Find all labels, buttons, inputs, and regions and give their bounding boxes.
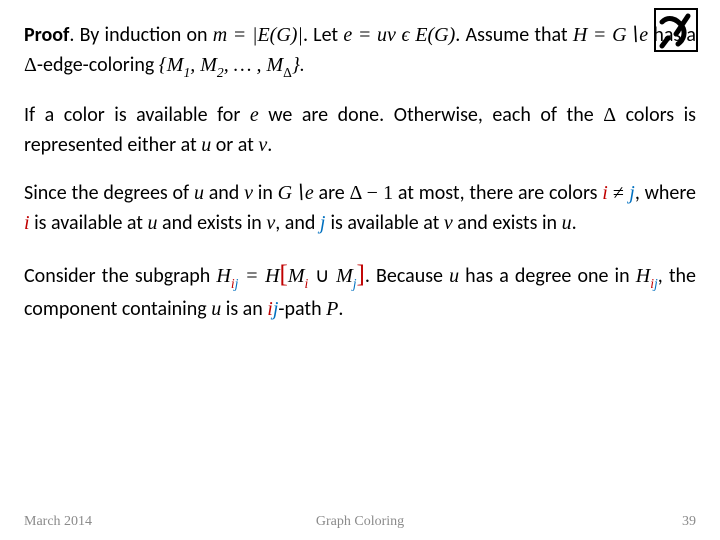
proof-para-4: Consider the subgraph Hij = H[Mi ∪ Mj]. … xyxy=(24,256,696,324)
proof-para-1: Proof. By induction on m = |E(G)|. Let e… xyxy=(24,20,696,82)
proof-para-3: Since the degrees of u and v in G∖e are … xyxy=(24,178,696,238)
footer-title: Graph Coloring xyxy=(316,514,404,530)
footer-page-number: 39 xyxy=(682,514,696,530)
slide-body: Proof. By induction on m = |E(G)|. Let e… xyxy=(24,20,696,342)
slide-footer: March 2014 Graph Coloring 39 xyxy=(0,514,720,530)
footer-date: March 2014 xyxy=(24,514,92,530)
proof-label: Proof xyxy=(24,23,69,47)
proof-para-2: If a color is available for e we are don… xyxy=(24,100,696,160)
